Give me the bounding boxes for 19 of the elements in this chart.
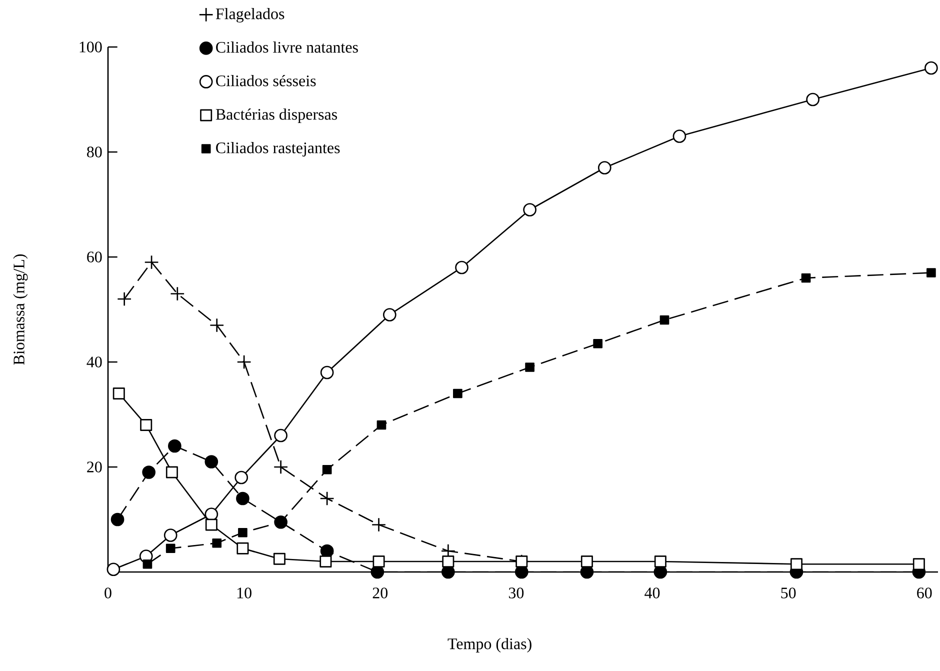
x-tick-label: 40 xyxy=(644,588,660,598)
legend-label: Ciliados livre natantes xyxy=(216,41,358,53)
legend-label: Ciliados sésseis xyxy=(216,74,316,86)
y-tick-label: 100 xyxy=(80,42,102,52)
x-tick-label: 50 xyxy=(781,588,796,598)
legend-label: Ciliados rastejantes xyxy=(216,142,340,157)
y-tick-label: 40 xyxy=(86,356,102,368)
x-tick-label: 60 xyxy=(917,588,932,598)
legend-label: Flagelados xyxy=(216,8,284,23)
y-tick-label: 80 xyxy=(87,146,102,158)
x-tick-label: 10 xyxy=(237,588,252,598)
x-tick-label: 20 xyxy=(372,588,388,598)
x-tick-label: 30 xyxy=(508,588,524,598)
y-axis-title: Biomassa (mg/L) xyxy=(13,254,28,365)
y-tick-label: 60 xyxy=(87,252,102,262)
x-axis-title: Tempo (dias) xyxy=(448,638,532,652)
x-tick-label: 0 xyxy=(104,588,112,598)
legend-label: Bactérias dispersas xyxy=(216,108,338,124)
y-tick-label: 20 xyxy=(87,462,102,472)
